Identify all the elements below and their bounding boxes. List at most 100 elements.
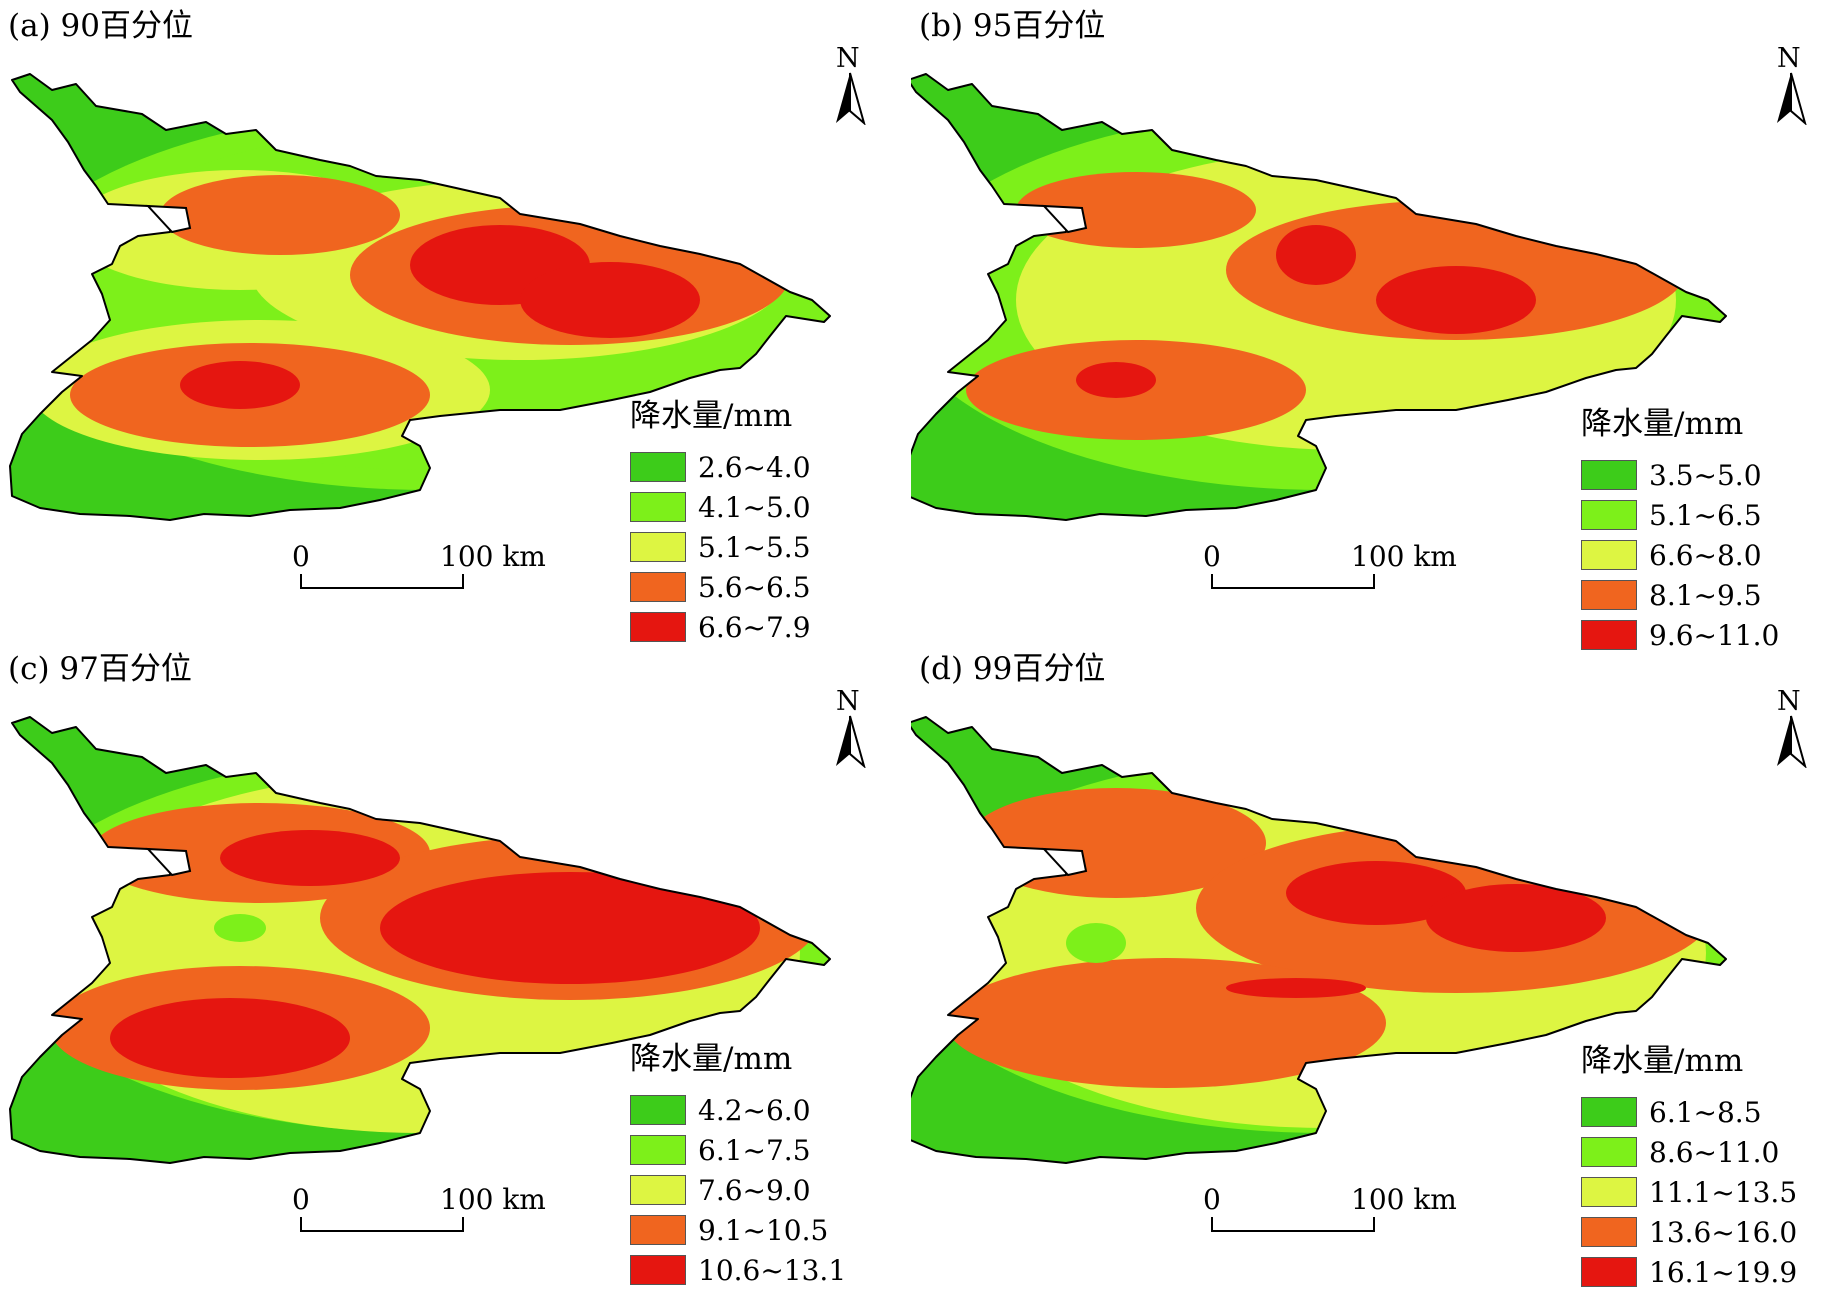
legend-swatch	[630, 1215, 686, 1245]
panel-title: (b) 95百分位	[919, 8, 1106, 44]
scale-bar-line	[1211, 574, 1375, 589]
legend-item: 6.1~8.5	[1581, 1092, 1821, 1132]
legend-label: 7.6~9.0	[698, 1173, 811, 1207]
legend-swatch	[630, 572, 686, 602]
legend-label: 4.2~6.0	[698, 1093, 811, 1127]
legend-swatch	[630, 1095, 686, 1125]
legend-label: 16.1~19.9	[1649, 1255, 1798, 1289]
legend-item: 5.1~6.5	[1581, 495, 1821, 535]
legend-swatch	[630, 1255, 686, 1285]
scale-end-label: 100 km	[1351, 1183, 1457, 1216]
legend-title: 降水量/mm	[630, 1041, 793, 1077]
precipitation-map	[911, 716, 1727, 1164]
legend-item: 6.6~8.0	[1581, 535, 1821, 575]
precipitation-map	[9, 73, 831, 521]
legend-item: 13.6~16.0	[1581, 1212, 1821, 1252]
legend-item: 6.1~7.5	[630, 1130, 870, 1170]
precipitation-map	[9, 716, 831, 1164]
precipitation-map	[911, 73, 1727, 521]
legend-title: 降水量/mm	[1581, 1043, 1744, 1079]
north-arrow: N	[1771, 688, 1811, 768]
legend-label: 6.1~7.5	[698, 1133, 811, 1167]
legend-item: 3.5~5.0	[1581, 455, 1821, 495]
north-arrow: N	[1771, 45, 1811, 125]
north-label: N	[836, 43, 860, 74]
north-arrow-icon	[836, 72, 866, 125]
scale-bar: 0 100 km	[290, 1183, 546, 1243]
north-label: N	[836, 686, 860, 717]
legend-item: 11.1~13.5	[1581, 1172, 1821, 1212]
legend-item: 2.6~4.0	[630, 447, 870, 487]
scale-start-label: 0	[1203, 1183, 1221, 1216]
legend-label: 10.6~13.1	[698, 1253, 847, 1287]
scale-end-label: 100 km	[1351, 540, 1457, 573]
panel-title: (d) 99百分位	[919, 651, 1106, 687]
legend-swatch	[1581, 1097, 1637, 1127]
legend-label: 3.5~5.0	[1649, 458, 1762, 492]
scale-end-label: 100 km	[440, 1183, 546, 1216]
legend-swatch	[1581, 1257, 1637, 1287]
legend-label: 6.6~7.9	[698, 610, 811, 644]
legend-title: 降水量/mm	[630, 398, 793, 434]
legend-swatch	[1581, 620, 1637, 650]
scale-bar-line	[1211, 1217, 1375, 1232]
north-arrow: N	[830, 45, 870, 125]
panel-title: (a) 90百分位	[8, 8, 193, 44]
legend-label: 6.1~8.5	[1649, 1095, 1762, 1129]
panel-c: (c) 97百分位 N 0 100 km 降水量/mm 4.2~6.0 6.1~…	[0, 643, 911, 1287]
legend-item: 10.6~13.1	[630, 1250, 870, 1290]
scale-bar-line	[300, 574, 464, 589]
panel-d: (d) 99百分位 N 0 100 km 降水量/mm 6.1~8.5 8.6~…	[911, 643, 1822, 1289]
north-arrow: N	[830, 688, 870, 768]
north-arrow-icon	[1777, 72, 1807, 125]
scale-start-label: 0	[292, 540, 310, 573]
legend-label: 2.6~4.0	[698, 450, 811, 484]
panel-b: (b) 95百分位 N 0 100 km 降水量/mm 3.5~5.0 5.1~…	[911, 0, 1822, 652]
legend-label: 11.1~13.5	[1649, 1175, 1798, 1209]
legend-label: 13.6~16.0	[1649, 1215, 1798, 1249]
legend-item: 5.6~6.5	[630, 567, 870, 607]
legend-item: 7.6~9.0	[630, 1170, 870, 1210]
legend-label: 8.6~11.0	[1649, 1135, 1780, 1169]
legend-swatch	[630, 452, 686, 482]
legend-swatch	[1581, 1217, 1637, 1247]
scale-start-label: 0	[292, 1183, 310, 1216]
legend-item: 9.1~10.5	[630, 1210, 870, 1250]
legend-swatch	[1581, 540, 1637, 570]
legend-label: 8.1~9.5	[1649, 578, 1762, 612]
scale-bar-line	[300, 1217, 464, 1232]
legend-item: 4.2~6.0	[630, 1090, 870, 1130]
legend-item: 5.1~5.5	[630, 527, 870, 567]
north-arrow-icon	[1777, 715, 1807, 768]
legend-label: 5.6~6.5	[698, 570, 811, 604]
north-label: N	[1777, 43, 1801, 74]
legend-item: 9.6~11.0	[1581, 615, 1821, 655]
scale-start-label: 0	[1203, 540, 1221, 573]
legend-label: 6.6~8.0	[1649, 538, 1762, 572]
legend: 降水量/mm 3.5~5.0 5.1~6.5 6.6~8.0 8.1~9.5 9…	[1581, 398, 1821, 655]
legend-swatch	[1581, 500, 1637, 530]
panel-title: (c) 97百分位	[8, 651, 192, 687]
legend: 降水量/mm 6.1~8.5 8.6~11.0 11.1~13.5 13.6~1…	[1581, 1035, 1821, 1292]
legend-label: 5.1~5.5	[698, 530, 811, 564]
scale-bar: 0 100 km	[290, 540, 546, 600]
legend-swatch	[630, 1135, 686, 1165]
legend-swatch	[1581, 460, 1637, 490]
legend: 降水量/mm 2.6~4.0 4.1~5.0 5.1~5.5 5.6~6.5 6…	[630, 390, 870, 647]
scale-bar: 0 100 km	[1201, 540, 1457, 600]
legend-swatch	[1581, 1137, 1637, 1167]
north-arrow-icon	[836, 715, 866, 768]
legend-item: 16.1~19.9	[1581, 1252, 1821, 1292]
legend-swatch	[630, 612, 686, 642]
legend-label: 5.1~6.5	[1649, 498, 1762, 532]
legend-swatch	[1581, 1177, 1637, 1207]
legend-label: 4.1~5.0	[698, 490, 811, 524]
legend-swatch	[630, 492, 686, 522]
legend-swatch	[630, 1175, 686, 1205]
legend-item: 8.1~9.5	[1581, 575, 1821, 615]
legend-item: 4.1~5.0	[630, 487, 870, 527]
legend-swatch	[1581, 580, 1637, 610]
legend-item: 6.6~7.9	[630, 607, 870, 647]
north-label: N	[1777, 686, 1801, 717]
